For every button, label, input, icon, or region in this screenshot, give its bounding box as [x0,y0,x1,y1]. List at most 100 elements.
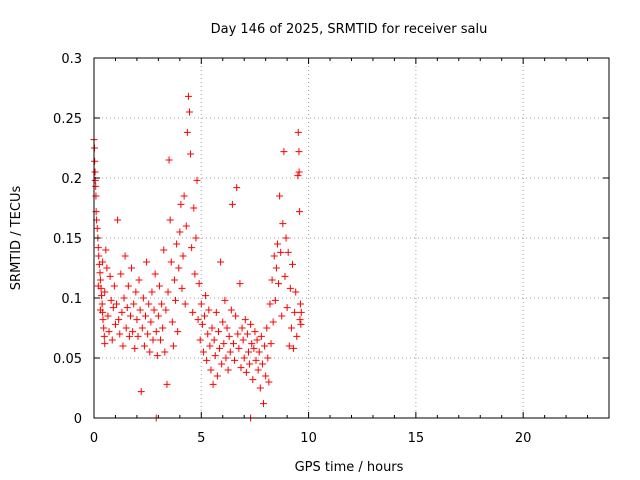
data-point [100,332,108,340]
data-point [143,258,151,266]
data-point [203,356,211,364]
data-point [295,148,303,156]
data-point [182,222,190,230]
data-point [220,340,228,348]
data-point [174,328,182,336]
data-point [219,318,227,326]
data-point [98,292,106,300]
data-point [256,384,264,392]
data-point [110,282,118,290]
data-point [149,336,157,344]
data-point [92,182,100,190]
data-point [297,320,305,328]
data-point [194,316,202,324]
data-point [284,248,292,256]
data-point [92,192,100,200]
data-point [138,324,146,332]
data-point [239,336,247,344]
data-point [272,264,280,272]
data-point [173,240,181,248]
data-point [204,330,212,338]
data-point [288,260,296,268]
data-point [150,306,158,314]
data-point [212,308,220,316]
data-point [265,378,273,386]
data-point [154,312,162,320]
data-point [169,342,177,350]
data-point [178,284,186,292]
data-point [96,306,104,314]
data-point [121,252,129,260]
data-point [211,352,219,360]
data-point [199,348,207,356]
data-point [96,276,104,284]
x-tick-label: 5 [197,431,205,446]
data-point [113,300,121,308]
data-point [235,344,243,352]
data-point [168,318,176,326]
x-tick-label: 20 [515,431,532,446]
data-point [202,292,210,300]
data-point [161,348,169,356]
y-tick-label: 0.2 [61,172,82,187]
data-point [160,246,168,254]
data-point [297,308,305,316]
data-point [118,308,126,316]
data-point [183,128,191,136]
data-point [206,342,214,350]
data-point [252,356,260,364]
data-point [98,300,106,308]
data-point [146,348,154,356]
data-point [172,296,180,304]
data-point [104,312,112,320]
data-point [296,208,304,216]
data-point [96,269,104,277]
data-point [271,296,279,304]
data-point [248,340,256,348]
data-point [100,324,108,332]
data-point [101,340,109,348]
data-point [119,342,127,350]
data-point [107,296,115,304]
data-point [133,316,141,324]
data-point [273,240,281,248]
data-point [279,220,287,228]
data-point [214,328,222,336]
data-point [117,270,125,278]
data-point [131,344,139,352]
data-point [155,282,163,290]
data-point [287,324,295,332]
data-point [114,216,122,224]
data-point [123,304,131,312]
data-point [255,348,263,356]
data-point [103,264,111,272]
data-point [254,366,262,374]
data-point [294,128,302,136]
data-point [151,270,159,278]
data-point [275,280,283,288]
data-point [221,296,229,304]
data-point [250,344,258,352]
data-point [280,148,288,156]
data-point [188,244,196,252]
data-point [147,318,155,326]
data-point [294,172,302,180]
data-point [189,308,197,316]
data-point [238,324,246,332]
data-point [91,157,99,165]
data-point [253,336,261,344]
data-point [281,272,289,280]
data-point [99,258,107,266]
data-point [128,264,136,272]
data-point [179,252,187,260]
data-point [270,252,278,260]
data-point [93,224,101,232]
data-point [94,282,102,290]
data-point [217,258,225,266]
data-point [216,344,224,352]
y-tick-label: 0 [74,412,82,427]
y-tick-label: 0.05 [53,352,82,367]
data-point [165,156,173,164]
data-point [227,306,235,314]
data-point [126,312,134,320]
